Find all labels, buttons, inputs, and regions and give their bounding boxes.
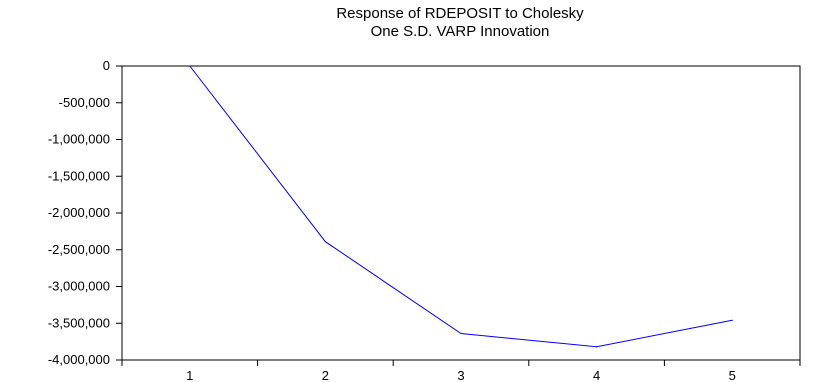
x-tick-label: 5 <box>729 368 736 382</box>
y-tick-label: -2,500,000 <box>48 242 110 257</box>
y-tick-label: -2,000,000 <box>48 205 110 220</box>
data-point <box>189 65 191 67</box>
data-point <box>731 319 733 321</box>
x-tick-label: 4 <box>593 368 600 382</box>
chart-title-line-2: One S.D. VARP Innovation <box>370 23 550 40</box>
y-tick-label: -500,000 <box>59 95 110 110</box>
y-tick-label: 0 <box>103 58 110 73</box>
chart-title-line-1: Response of RDEPOSIT to Cholesky <box>336 5 584 22</box>
data-point <box>596 346 598 348</box>
series-line <box>189 65 733 348</box>
y-tick-label: -4,000,000 <box>48 352 110 367</box>
y-tick-label: -3,000,000 <box>48 279 110 294</box>
y-tick-label: -3,500,000 <box>48 315 110 330</box>
data-point <box>460 332 462 335</box>
y-tick-label: -1,000,000 <box>48 132 110 147</box>
x-tick-label: 3 <box>457 368 464 382</box>
y-tick-label: -1,500,000 <box>48 168 110 183</box>
data-point <box>324 241 326 243</box>
x-tick-label: 2 <box>322 368 329 382</box>
x-tick-label: 1 <box>186 368 193 382</box>
